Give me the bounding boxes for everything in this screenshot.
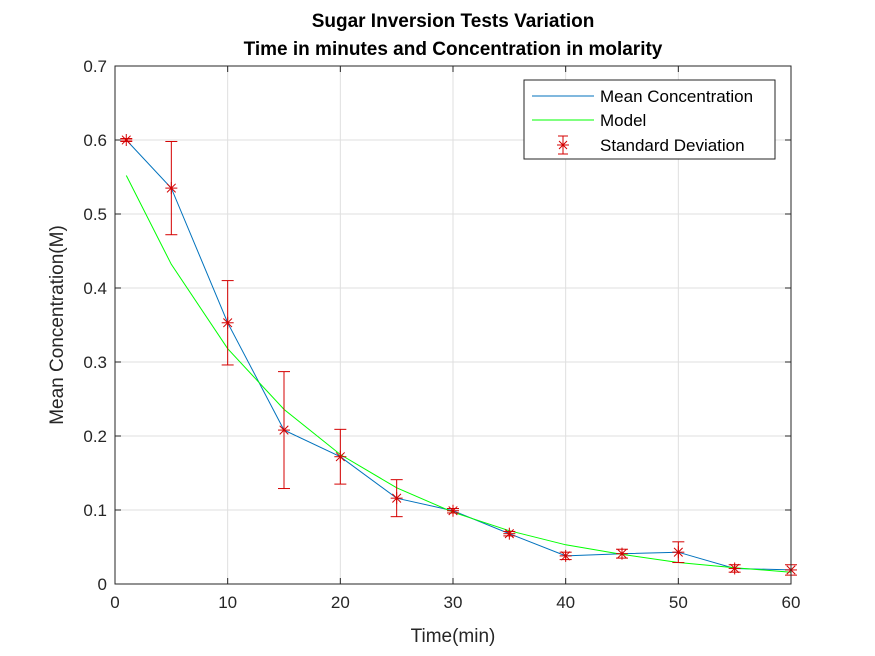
legend-label-mean: Mean Concentration	[600, 87, 753, 106]
x-tick-label-4: 40	[556, 593, 575, 612]
x-tick-label-2: 20	[331, 593, 350, 612]
error-bar-7	[503, 527, 516, 540]
error-bar-marker-5	[390, 492, 403, 505]
error-bar-marker-3	[278, 424, 290, 437]
y-tick-label-2: 0.2	[83, 427, 107, 446]
chart-title: Sugar Inversion Tests Variation	[312, 11, 595, 32]
ticks: 0 10 20 30 40 50 60 0 0.1 0.2 0.3 0.4 0.5 0.6 0.7	[83, 57, 800, 612]
x-tick-label-1: 10	[218, 593, 237, 612]
legend-label-std: Standard Deviation	[600, 136, 745, 155]
x-tick-label-6: 60	[782, 593, 801, 612]
y-axis-label: Mean Concentration(M)	[47, 225, 68, 425]
error-bar-marker-9	[616, 547, 628, 560]
error-bar-2	[221, 280, 234, 366]
y-tick-label-5: 0.5	[83, 205, 107, 224]
error-bar-5	[390, 479, 403, 518]
legend-swatch-std	[557, 135, 569, 155]
y-tick-label-3: 0.3	[83, 353, 107, 372]
chart-subtitle: Time in minutes and Concentration in mol…	[244, 39, 663, 60]
error-bar-9	[616, 547, 628, 560]
x-tick-label-3: 30	[444, 593, 463, 612]
error-bar-marker-4	[334, 450, 347, 463]
error-bar-marker-6	[447, 504, 459, 517]
legend-label-model: Model	[600, 111, 646, 130]
error-bar-marker-2	[221, 316, 234, 329]
error-bar-11	[728, 562, 741, 575]
error-bar-marker-11	[728, 562, 741, 575]
error-bar-marker-7	[503, 527, 516, 540]
x-tick-label-5: 50	[669, 593, 688, 612]
y-tick-label-1: 0.1	[83, 501, 107, 520]
y-tick-label-6: 0.6	[83, 131, 107, 150]
x-axis-label: Time(min)	[411, 626, 496, 647]
legend: Mean Concentration Model Standard Deviat…	[523, 79, 776, 160]
error-bar-1	[165, 140, 178, 236]
error-bar-3	[278, 371, 290, 490]
y-tick-label-4: 0.4	[83, 279, 107, 298]
error-bar-10	[672, 541, 685, 564]
error-bar-8	[559, 549, 572, 562]
y-tick-label-0: 0	[98, 575, 107, 594]
error-bar-marker-0	[120, 134, 133, 146]
error-bar-marker-1	[165, 182, 178, 195]
error-bar-0	[120, 134, 133, 146]
error-bar-marker-10	[672, 546, 685, 559]
error-bar-4	[334, 428, 347, 485]
y-tick-label-7: 0.7	[83, 57, 107, 76]
x-tick-label-0: 0	[110, 593, 119, 612]
error-bar-marker-8	[559, 549, 572, 562]
error-bar-6	[447, 504, 459, 517]
